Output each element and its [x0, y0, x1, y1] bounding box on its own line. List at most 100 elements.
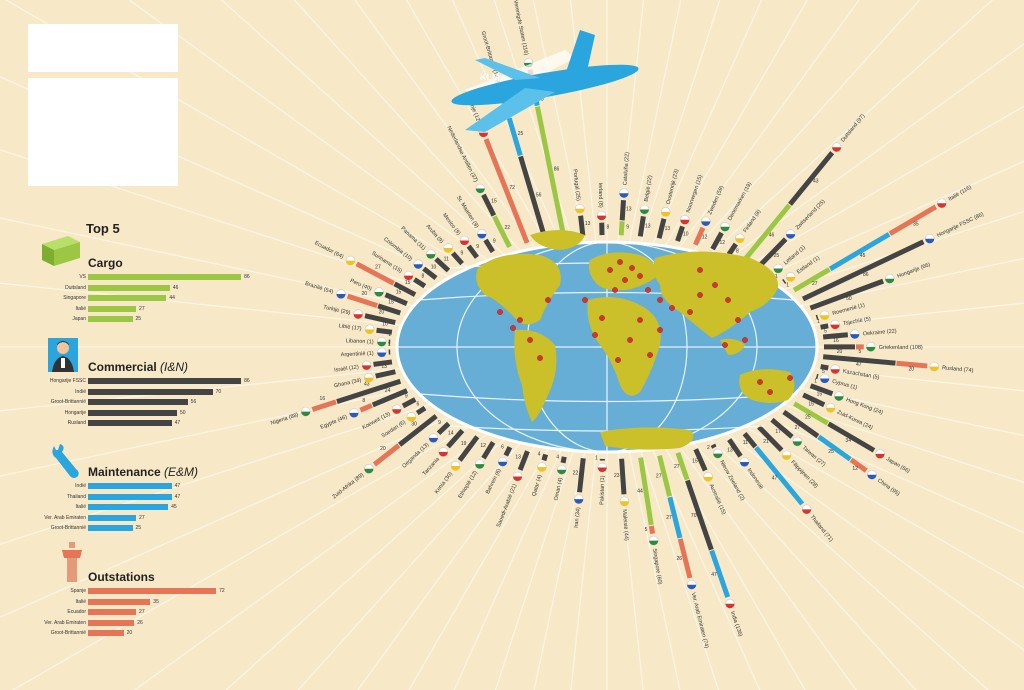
bar-segment-commercial [415, 405, 427, 416]
office-dot [767, 389, 773, 395]
country-label: Filippijnen (28) [789, 460, 819, 490]
flag-icon-half [301, 411, 311, 417]
tail-fin [565, 30, 595, 80]
bar-segment-commercial [398, 414, 438, 447]
segment-value: 44 [637, 488, 643, 494]
segment-value: 4 [538, 452, 541, 458]
bar-segment-maintenance [828, 232, 891, 272]
country-label: Oekraïne (22) [863, 328, 897, 337]
flag-icon-half [740, 461, 750, 467]
sun-ray [133, 346, 608, 690]
flag-icon-half [820, 378, 830, 384]
office-dot [657, 327, 663, 333]
top5-row-value: 47 [174, 493, 181, 500]
segment-value: 15 [692, 458, 698, 464]
bar-segment-commercial [685, 479, 714, 551]
segment-value: 21 [763, 439, 769, 445]
top5-row-value: 20 [126, 630, 133, 636]
top5-row-label: Hongarije FSSC [49, 378, 86, 384]
flag-icon-half [687, 584, 697, 590]
sun-ray [606, 0, 921, 348]
top5-row-label: VS [79, 274, 86, 280]
segment-value: 15 [396, 290, 402, 296]
office-dot [545, 297, 551, 303]
flag-icon-half [929, 366, 939, 372]
sun-ray [494, 346, 608, 690]
top5-row-value: 86 [244, 378, 250, 384]
bar-segment-commercial [446, 428, 465, 449]
bar-segment-outstations [346, 293, 378, 308]
segment-value: 46 [769, 232, 775, 238]
segment-value: 6 [416, 402, 419, 408]
bar-segment-outstations [677, 538, 693, 579]
flag-icon-half [392, 409, 402, 414]
bar-segment-maintenance [709, 549, 731, 598]
top5-row-bar [88, 420, 172, 426]
bar-segment-commercial [756, 237, 788, 269]
segment-value: 8 [606, 225, 609, 231]
bar-segment-commercial [619, 458, 627, 495]
country-label: Argentinië (1) [341, 351, 374, 358]
flag-icon-half [349, 412, 359, 418]
country-label: Maleisië (44) [621, 509, 629, 541]
office-dot [637, 317, 643, 323]
world-globe [395, 230, 819, 454]
country-label: Israël (12) [334, 364, 360, 373]
segment-value: 47 [711, 572, 717, 578]
section-title-suffix: (E&M) [160, 465, 199, 479]
top5-row-bar [88, 619, 135, 626]
bar-segment-commercial [770, 417, 794, 439]
flag-icon-half [661, 211, 671, 217]
segment-value: 47 [856, 362, 862, 368]
segment-value: 6 [501, 445, 504, 451]
top5-row-label: Ecuador [67, 609, 86, 615]
country-label: Nigeria (88) [270, 412, 299, 427]
segment-value: 43 [364, 382, 370, 388]
segment-value: 25 [828, 449, 834, 455]
country-label: Ierland (8) [597, 183, 604, 208]
office-dot [517, 317, 523, 323]
flag-icon-half [365, 329, 375, 334]
section-title-maintenance: Maintenance (E&M) [88, 465, 198, 479]
flag-icon-half [830, 324, 840, 330]
top5-row-bar [88, 305, 137, 312]
segment-value: 34 [845, 438, 851, 444]
bar-segment-commercial [578, 215, 586, 236]
bar-segment-commercial [376, 327, 393, 335]
bar-segment-cargo [492, 215, 512, 249]
sun-ray [606, 346, 681, 690]
top5-row-value: 86 [244, 274, 250, 280]
wrench-icon [52, 444, 79, 478]
segment-value: 50 [846, 296, 852, 302]
flag-icon-half [834, 396, 844, 401]
segment-value: 22 [505, 225, 511, 231]
flag-icon-half [649, 540, 659, 546]
top5-row-label: Groot-Brittannië [50, 525, 86, 531]
flag-icon-half [513, 476, 523, 481]
top5-row-label: Italië [75, 305, 86, 312]
top5-row-value: 35 [153, 598, 159, 605]
office-dot [612, 287, 618, 293]
bar-segment-cargo [792, 401, 829, 426]
container-icon [42, 236, 80, 266]
country-label: Hongarije FSSC (86) [936, 212, 985, 239]
top5-row-bar [88, 409, 177, 416]
top5-row-value: 27 [139, 305, 145, 312]
top5-row-bar [88, 493, 172, 500]
flag-icon-half [619, 501, 629, 506]
top5-row-label: Japan [72, 316, 86, 322]
flag-icon-half [475, 464, 485, 469]
bar-segment-cargo [534, 106, 567, 238]
country-label: Portugal (25) [571, 169, 581, 201]
segment-value: 11 [444, 256, 449, 262]
country-label: Thailand (71) [809, 514, 834, 543]
country-label: Panama (11) [399, 226, 426, 252]
segment-value: 1 [814, 378, 817, 384]
country-label: Zwitserland (25) [795, 199, 827, 232]
office-dot [607, 267, 613, 273]
flag-icon-half [885, 278, 895, 284]
country-label: Indonesië [746, 467, 764, 490]
sun-ray [606, 346, 989, 690]
country-label: Nederlandse Antillen (37) [445, 125, 478, 183]
top5-row-label: Groot-Brittannië [50, 630, 86, 636]
